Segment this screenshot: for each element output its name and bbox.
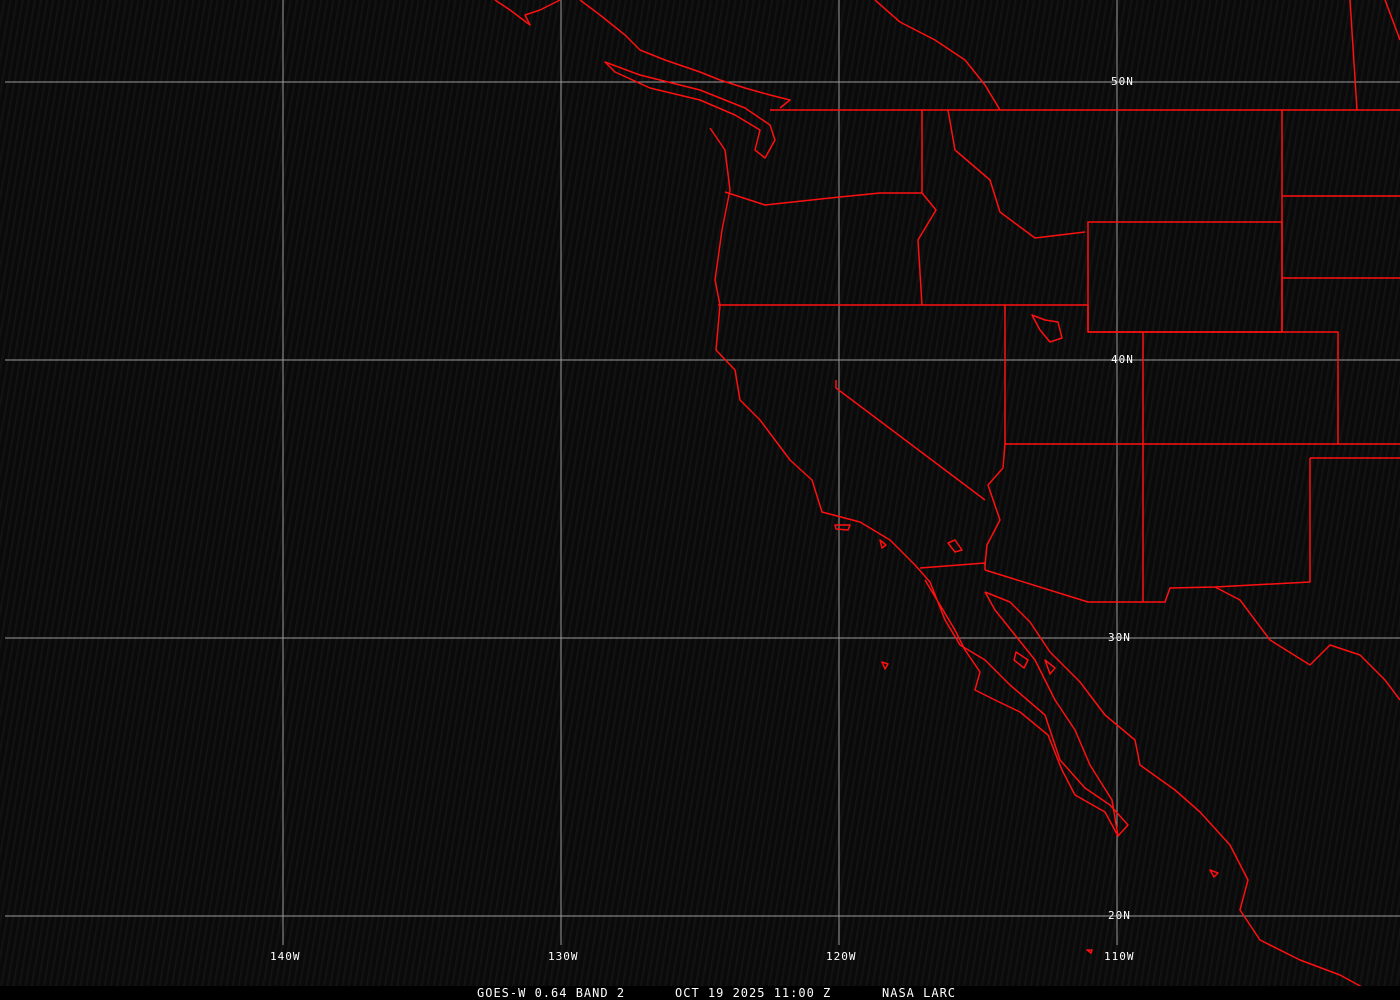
lon-label-140w: 140W bbox=[270, 950, 301, 963]
lat-label-40n: 40N bbox=[1111, 353, 1134, 366]
utah-border bbox=[1087, 305, 1144, 602]
island-2 bbox=[879, 539, 887, 549]
lat-lon-grid bbox=[5, 0, 1400, 945]
az-mexico-border bbox=[984, 569, 1143, 603]
lat-label-20n: 20N bbox=[1108, 909, 1131, 922]
island-4 bbox=[1013, 651, 1029, 669]
island-5 bbox=[1044, 659, 1056, 675]
bc-mainland-coast bbox=[579, 0, 791, 109]
west-coastline bbox=[709, 127, 1129, 837]
wa-or-border bbox=[724, 191, 922, 206]
lat-label-30n: 30N bbox=[1108, 631, 1131, 644]
idaho-west-border bbox=[917, 110, 937, 306]
ca-mexico-border bbox=[919, 562, 986, 570]
mexico-mainland-coast bbox=[984, 591, 1363, 988]
vancouver-island bbox=[604, 61, 776, 159]
hudson-line-2 bbox=[1384, 0, 1400, 41]
political-outlines bbox=[494, 0, 1400, 988]
new-mexico-border bbox=[1143, 458, 1311, 603]
colorado-border bbox=[1143, 331, 1339, 444]
bc-coastline bbox=[494, 0, 561, 26]
nevada-east-border bbox=[984, 305, 1006, 566]
lat-label-50n: 50N bbox=[1111, 75, 1134, 88]
caption-source: NASA LARC bbox=[882, 986, 957, 1000]
lon-label-110w: 110W bbox=[1104, 950, 1135, 963]
caption-product: GOES-W 0.64 BAND 2 bbox=[477, 986, 626, 1000]
island-6 bbox=[1209, 869, 1219, 878]
texas-mexico-border bbox=[1214, 586, 1400, 701]
salton-sea bbox=[947, 539, 963, 553]
hudson-line-1 bbox=[1349, 0, 1358, 111]
caption-datetime: OCT 19 2025 11:00 Z bbox=[675, 986, 832, 1000]
island-1 bbox=[834, 524, 851, 531]
ca-nv-border bbox=[835, 380, 986, 501]
idaho-montana-border bbox=[947, 109, 1086, 239]
lon-label-130w: 130W bbox=[548, 950, 579, 963]
island-7 bbox=[1086, 949, 1093, 954]
lon-label-120w: 120W bbox=[826, 950, 857, 963]
great-salt-lake bbox=[1031, 314, 1063, 343]
gulf-of-california-west bbox=[984, 591, 1119, 837]
island-3 bbox=[881, 661, 889, 670]
image-caption-bar: GOES-W 0.64 BAND 2 OCT 19 2025 11:00 Z N… bbox=[0, 986, 1400, 1000]
bc-alberta-border bbox=[874, 0, 1001, 111]
